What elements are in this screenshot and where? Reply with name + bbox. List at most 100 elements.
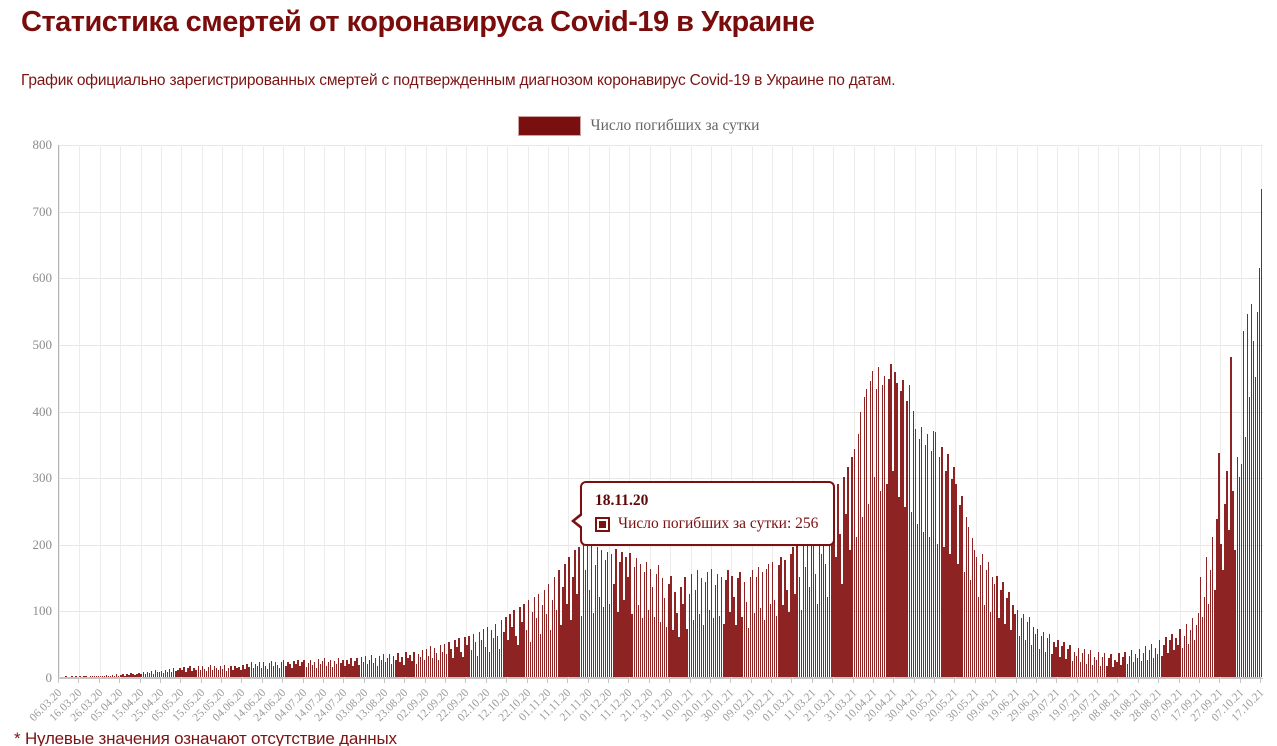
- bar[interactable]: [1010, 630, 1012, 677]
- bar[interactable]: [1032, 627, 1035, 677]
- bar[interactable]: [617, 611, 619, 677]
- bar[interactable]: [1047, 638, 1049, 677]
- bar[interactable]: [627, 577, 629, 677]
- bar[interactable]: [205, 671, 208, 677]
- bar[interactable]: [169, 669, 171, 677]
- bar[interactable]: [1071, 661, 1073, 677]
- bar[interactable]: [164, 669, 167, 677]
- bar[interactable]: [486, 627, 489, 677]
- bar[interactable]: [360, 657, 362, 677]
- bar[interactable]: [268, 663, 271, 677]
- bar[interactable]: [450, 649, 452, 677]
- bar[interactable]: [990, 611, 992, 677]
- bar[interactable]: [409, 655, 411, 677]
- bar[interactable]: [478, 631, 481, 677]
- bar[interactable]: [344, 666, 346, 677]
- bar[interactable]: [800, 610, 802, 677]
- bar[interactable]: [386, 657, 389, 677]
- bar[interactable]: [987, 562, 990, 677]
- bar[interactable]: [384, 662, 387, 677]
- bar[interactable]: [643, 571, 646, 677]
- bar[interactable]: [419, 657, 421, 677]
- bar[interactable]: [572, 577, 574, 677]
- bar[interactable]: [849, 550, 851, 677]
- bar[interactable]: [1114, 659, 1116, 677]
- bar[interactable]: [676, 613, 678, 677]
- bar[interactable]: [325, 665, 328, 677]
- bar[interactable]: [1216, 519, 1218, 677]
- bar[interactable]: [1197, 613, 1200, 677]
- bar[interactable]: [1006, 598, 1008, 677]
- bar[interactable]: [822, 510, 825, 677]
- bar[interactable]: [1242, 330, 1245, 677]
- bar[interactable]: [635, 558, 637, 677]
- bar[interactable]: [439, 645, 442, 677]
- bar[interactable]: [564, 563, 566, 677]
- bar[interactable]: [1012, 605, 1014, 677]
- bar[interactable]: [105, 675, 108, 677]
- bar[interactable]: [342, 660, 344, 677]
- bar[interactable]: [276, 665, 279, 677]
- bar[interactable]: [1038, 649, 1041, 677]
- bar[interactable]: [623, 600, 625, 677]
- bar[interactable]: [741, 617, 743, 677]
- bar[interactable]: [130, 673, 132, 677]
- bar[interactable]: [1055, 647, 1057, 677]
- bar[interactable]: [425, 649, 428, 677]
- bar[interactable]: [474, 642, 476, 677]
- bar[interactable]: [295, 663, 297, 677]
- bar[interactable]: [1104, 653, 1106, 677]
- bar[interactable]: [759, 607, 762, 677]
- bar[interactable]: [1248, 397, 1251, 677]
- bar[interactable]: [890, 363, 892, 677]
- bar[interactable]: [1193, 640, 1196, 677]
- bar[interactable]: [452, 658, 454, 677]
- bar[interactable]: [833, 500, 835, 677]
- bar[interactable]: [1034, 633, 1037, 677]
- bar[interactable]: [535, 618, 538, 677]
- bar[interactable]: [615, 549, 617, 677]
- bar[interactable]: [963, 571, 965, 677]
- bar[interactable]: [1138, 649, 1141, 677]
- bar[interactable]: [818, 517, 821, 677]
- bar[interactable]: [729, 611, 731, 677]
- bar[interactable]: [152, 673, 155, 677]
- bar[interactable]: [395, 659, 397, 677]
- bar[interactable]: [582, 506, 584, 677]
- bar[interactable]: [649, 569, 652, 677]
- bar[interactable]: [576, 593, 578, 677]
- bar[interactable]: [209, 665, 212, 677]
- bar[interactable]: [468, 635, 470, 677]
- bar[interactable]: [83, 675, 85, 677]
- bar[interactable]: [853, 449, 855, 677]
- bar[interactable]: [947, 453, 949, 677]
- bar[interactable]: [118, 675, 120, 677]
- bar[interactable]: [315, 667, 318, 677]
- bar[interactable]: [1218, 452, 1220, 677]
- bar[interactable]: [242, 665, 244, 677]
- bar[interactable]: [598, 597, 601, 677]
- bar[interactable]: [217, 670, 220, 677]
- bar[interactable]: [780, 557, 782, 677]
- bar[interactable]: [774, 600, 776, 677]
- bar[interactable]: [804, 567, 806, 677]
- bar[interactable]: [122, 674, 124, 677]
- bar[interactable]: [888, 378, 890, 677]
- bar[interactable]: [1234, 550, 1236, 677]
- bar[interactable]: [725, 580, 727, 677]
- bar[interactable]: [843, 477, 845, 677]
- bar[interactable]: [238, 667, 240, 677]
- bar[interactable]: [331, 667, 334, 677]
- bar[interactable]: [778, 565, 780, 677]
- bar[interactable]: [1053, 642, 1055, 677]
- bar[interactable]: [747, 627, 749, 677]
- bar[interactable]: [719, 615, 721, 677]
- bar[interactable]: [792, 547, 794, 677]
- bar[interactable]: [1134, 654, 1137, 677]
- bar[interactable]: [637, 605, 639, 677]
- bar[interactable]: [820, 553, 823, 677]
- bar[interactable]: [939, 457, 941, 677]
- bar[interactable]: [767, 563, 770, 677]
- bar[interactable]: [97, 676, 100, 677]
- bar[interactable]: [240, 670, 242, 677]
